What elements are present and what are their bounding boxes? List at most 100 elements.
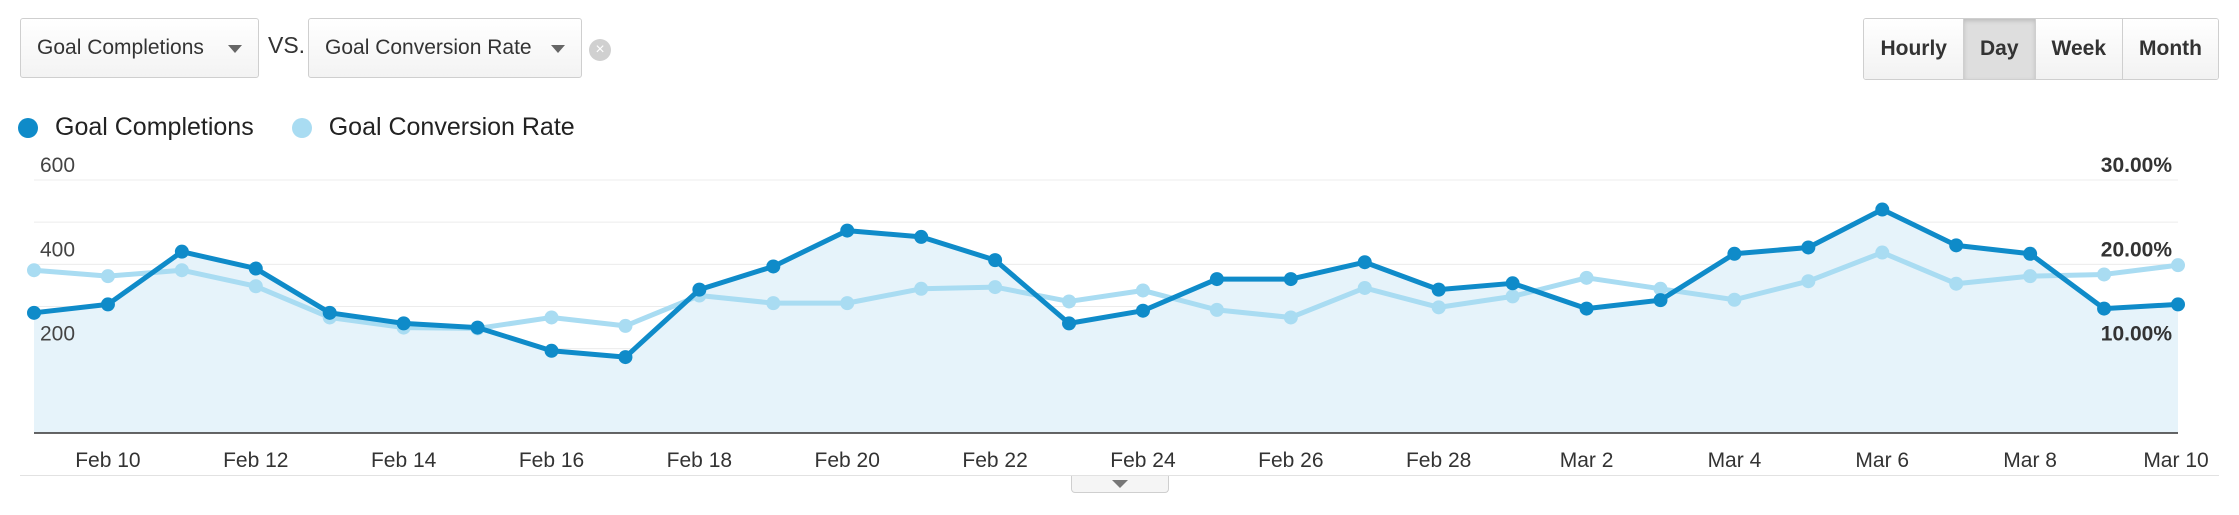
data-point-goal-conversion-rate: [2097, 267, 2112, 282]
line-chart: 200 400 600 10.00% 20.00% 30.00% Feb 10 Feb 12 F…: [27, 154, 2209, 472]
data-point-goal-conversion-rate: [100, 269, 115, 284]
divider: [20, 475, 2219, 476]
y-right-tick-label: 30.00%: [2101, 154, 2173, 177]
x-tick-label: Mar 2: [1560, 449, 1614, 472]
data-point-goal-conversion-rate: [1283, 310, 1298, 325]
chevron-down-icon: [228, 45, 242, 53]
series-area-goal-completions: [34, 209, 2178, 433]
x-tick-label: Feb 18: [667, 449, 732, 472]
data-point-goal-conversion-rate: [1135, 283, 1150, 298]
x-tick-label: Feb 22: [962, 449, 1027, 472]
data-point-goal-conversion-rate: [618, 318, 633, 333]
x-tick-label: Feb 28: [1406, 449, 1471, 472]
primary-metric-select[interactable]: Goal Completions: [20, 18, 259, 78]
data-point-goal-completions: [396, 316, 411, 331]
period-week-button[interactable]: Week: [2034, 19, 2123, 79]
data-point-goal-conversion-rate: [544, 310, 559, 325]
x-tick-label: Feb 14: [371, 449, 437, 472]
data-point-goal-conversion-rate: [1875, 245, 1890, 260]
data-point-goal-completions: [1579, 301, 1594, 316]
legend-item-goal-conversion-rate[interactable]: Goal Conversion Rate: [291, 113, 575, 142]
data-point-goal-conversion-rate: [914, 281, 929, 296]
chart-legend: Goal Completions Goal Conversion Rate: [18, 113, 613, 142]
x-tick-label: Mar 10: [2143, 449, 2208, 472]
data-point-goal-conversion-rate: [840, 296, 855, 311]
data-point-goal-conversion-rate: [1431, 300, 1446, 315]
drawer-toggle[interactable]: [1071, 476, 1169, 493]
close-circle-icon[interactable]: ×: [589, 39, 611, 61]
data-point-goal-completions: [1801, 240, 1816, 255]
data-point-goal-completions: [470, 320, 485, 335]
chevron-down-icon: [1112, 480, 1128, 488]
data-point-goal-completions: [544, 343, 559, 358]
data-point-goal-conversion-rate: [27, 263, 41, 278]
data-point-goal-completions: [618, 350, 633, 365]
data-point-goal-completions: [2023, 246, 2038, 261]
data-point-goal-completions: [2171, 297, 2185, 312]
y-left-tick-label: 400: [40, 238, 75, 261]
series-line-goal-completions: [33, 207, 2179, 360]
data-point-goal-completions: [840, 223, 855, 238]
data-point-goal-conversion-rate: [174, 263, 189, 278]
x-tick-label: Feb 16: [519, 449, 584, 472]
x-tick-label: Feb 20: [815, 449, 880, 472]
x-tick-label: Feb 12: [223, 449, 288, 472]
legend-item-goal-completions[interactable]: Goal Completions: [18, 113, 254, 142]
data-point-goal-completions: [2097, 301, 2112, 316]
legend-dot-icon: [291, 117, 312, 138]
y-right-tick-label: 20.00%: [2101, 238, 2173, 261]
y-left-tick-label: 200: [40, 323, 75, 346]
data-point-goal-completions: [1653, 293, 1668, 308]
data-point-goal-completions: [1505, 276, 1520, 291]
data-point-goal-conversion-rate: [1727, 292, 1742, 307]
data-point-goal-completions: [1431, 282, 1446, 297]
data-point-goal-completions: [914, 229, 929, 244]
data-point-goal-completions: [1357, 255, 1372, 270]
legend-dot-icon: [18, 117, 38, 138]
data-point-goal-completions: [1062, 316, 1077, 331]
data-point-goal-conversion-rate: [2171, 258, 2185, 273]
data-point-goal-completions: [1209, 272, 1224, 287]
vs-label: VS.: [268, 32, 306, 58]
x-tick-label: Mar 4: [1708, 449, 1762, 472]
data-point-goal-conversion-rate: [1653, 281, 1668, 296]
data-point-goal-completions: [322, 305, 337, 320]
data-point-goal-completions: [988, 253, 1003, 268]
data-point-goal-conversion-rate: [2023, 269, 2038, 284]
x-tick-label: Mar 6: [1855, 449, 1909, 472]
data-point-goal-conversion-rate: [1801, 274, 1816, 289]
data-point-goal-completions: [248, 261, 263, 276]
data-point-goal-completions: [766, 259, 781, 274]
y-left-tick-label: 600: [40, 154, 75, 177]
y-right-tick-label: 10.00%: [2101, 323, 2173, 346]
data-point-goal-conversion-rate: [1209, 302, 1224, 317]
chevron-down-icon: [551, 45, 565, 53]
data-point-goal-completions: [27, 305, 41, 320]
data-point-goal-conversion-rate: [1062, 294, 1077, 309]
data-point-goal-completions: [174, 244, 189, 259]
x-tick-label: Feb 26: [1258, 449, 1323, 472]
period-month-button[interactable]: Month: [2122, 19, 2218, 79]
data-point-goal-completions: [100, 297, 115, 312]
data-point-goal-conversion-rate: [1505, 289, 1520, 304]
x-tick-label: Feb 24: [1110, 449, 1176, 472]
secondary-metric-select[interactable]: Goal Conversion Rate: [308, 18, 582, 78]
data-point-goal-completions: [1283, 272, 1298, 287]
data-point-goal-conversion-rate: [1357, 280, 1372, 295]
period-toggle-group: Hourly Day Week Month: [1863, 18, 2219, 80]
data-point-goal-conversion-rate: [988, 280, 1003, 295]
secondary-metric-label: Goal Conversion Rate: [325, 36, 532, 59]
series-line-goal-conversion-rate: [33, 250, 2179, 331]
data-point-goal-completions: [1949, 238, 1964, 253]
primary-metric-label: Goal Completions: [37, 36, 204, 59]
data-point-goal-completions: [1135, 303, 1150, 318]
data-point-goal-completions: [1875, 202, 1890, 217]
data-point-goal-conversion-rate: [1579, 270, 1594, 285]
period-day-button[interactable]: Day: [1963, 19, 2035, 79]
period-hourly-button[interactable]: Hourly: [1864, 19, 1963, 79]
data-point-goal-conversion-rate: [766, 296, 781, 311]
x-tick-label: Mar 8: [2003, 449, 2057, 472]
data-point-goal-completions: [1727, 246, 1742, 261]
legend-label: Goal Completions: [55, 113, 254, 141]
x-tick-label: Feb 10: [75, 449, 140, 472]
